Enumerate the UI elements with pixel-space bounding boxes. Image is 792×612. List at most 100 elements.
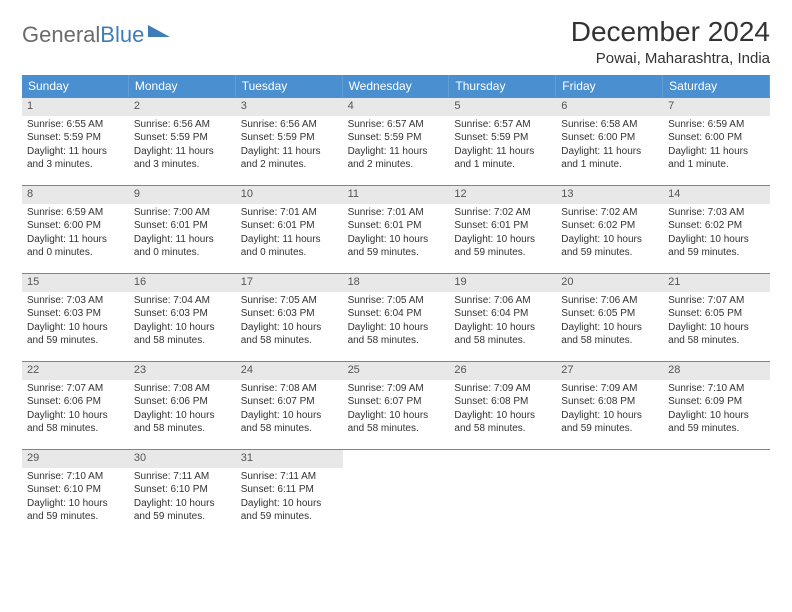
info-sunrise: Sunrise: 6:56 AM (134, 119, 231, 132)
cell-info: Sunrise: 7:09 AMSunset: 6:07 PMDaylight:… (343, 380, 450, 443)
info-day1: Daylight: 10 hours (561, 234, 658, 247)
date-number: 14 (663, 186, 770, 204)
info-sunset: Sunset: 6:05 PM (561, 308, 658, 321)
date-number: 3 (236, 98, 343, 116)
info-sunrise: Sunrise: 7:03 AM (27, 295, 124, 308)
info-day1: Daylight: 10 hours (454, 410, 551, 423)
info-day2: and 59 minutes. (27, 511, 124, 524)
info-day1: Daylight: 10 hours (668, 410, 765, 423)
cell-info: Sunrise: 7:00 AMSunset: 6:01 PMDaylight:… (129, 204, 236, 267)
info-day1: Daylight: 10 hours (241, 322, 338, 335)
info-sunset: Sunset: 6:03 PM (241, 308, 338, 321)
calendar-cell: 11Sunrise: 7:01 AMSunset: 6:01 PMDayligh… (343, 185, 450, 273)
cell-info: Sunrise: 7:11 AMSunset: 6:10 PMDaylight:… (129, 468, 236, 531)
info-sunset: Sunset: 6:06 PM (27, 396, 124, 409)
info-day1: Daylight: 11 hours (241, 234, 338, 247)
day-header: Thursday (449, 75, 556, 97)
info-day1: Daylight: 11 hours (454, 146, 551, 159)
date-number: 15 (22, 274, 129, 292)
info-sunrise: Sunrise: 7:09 AM (348, 383, 445, 396)
info-sunrise: Sunrise: 7:06 AM (561, 295, 658, 308)
date-number: 18 (343, 274, 450, 292)
info-day1: Daylight: 11 hours (134, 234, 231, 247)
cell-info: Sunrise: 7:10 AMSunset: 6:10 PMDaylight:… (22, 468, 129, 531)
location-subtitle: Powai, Maharashtra, India (571, 50, 770, 67)
cell-info: Sunrise: 6:59 AMSunset: 6:00 PMDaylight:… (663, 116, 770, 179)
info-sunset: Sunset: 6:02 PM (561, 220, 658, 233)
calendar-cell: 9Sunrise: 7:00 AMSunset: 6:01 PMDaylight… (129, 185, 236, 273)
date-number: 17 (236, 274, 343, 292)
cell-info: Sunrise: 6:57 AMSunset: 5:59 PMDaylight:… (449, 116, 556, 179)
info-day1: Daylight: 10 hours (348, 234, 445, 247)
cell-info: Sunrise: 6:57 AMSunset: 5:59 PMDaylight:… (343, 116, 450, 179)
date-number: 6 (556, 98, 663, 116)
calendar-cell (663, 449, 770, 537)
info-sunrise: Sunrise: 6:55 AM (27, 119, 124, 132)
cell-info: Sunrise: 6:55 AMSunset: 5:59 PMDaylight:… (22, 116, 129, 179)
cell-info: Sunrise: 7:02 AMSunset: 6:01 PMDaylight:… (449, 204, 556, 267)
date-number: 7 (663, 98, 770, 116)
calendar-cell: 6Sunrise: 6:58 AMSunset: 6:00 PMDaylight… (556, 97, 663, 185)
cell-info: Sunrise: 7:10 AMSunset: 6:09 PMDaylight:… (663, 380, 770, 443)
info-sunrise: Sunrise: 6:57 AM (348, 119, 445, 132)
info-sunrise: Sunrise: 7:01 AM (348, 207, 445, 220)
date-number: 10 (236, 186, 343, 204)
cell-info: Sunrise: 7:07 AMSunset: 6:06 PMDaylight:… (22, 380, 129, 443)
calendar-grid: SundayMondayTuesdayWednesdayThursdayFrid… (22, 75, 770, 537)
info-day1: Daylight: 10 hours (27, 322, 124, 335)
info-sunrise: Sunrise: 7:04 AM (134, 295, 231, 308)
info-day2: and 59 minutes. (454, 247, 551, 260)
calendar-cell: 27Sunrise: 7:09 AMSunset: 6:08 PMDayligh… (556, 361, 663, 449)
info-day1: Daylight: 10 hours (454, 322, 551, 335)
info-sunset: Sunset: 5:59 PM (134, 132, 231, 145)
info-day2: and 2 minutes. (241, 159, 338, 172)
calendar-cell: 21Sunrise: 7:07 AMSunset: 6:05 PMDayligh… (663, 273, 770, 361)
cell-info: Sunrise: 6:56 AMSunset: 5:59 PMDaylight:… (129, 116, 236, 179)
info-sunset: Sunset: 6:07 PM (348, 396, 445, 409)
title-block: December 2024 Powai, Maharashtra, India (571, 16, 770, 67)
day-header: Friday (556, 75, 663, 97)
info-day1: Daylight: 10 hours (241, 410, 338, 423)
info-sunrise: Sunrise: 7:05 AM (348, 295, 445, 308)
info-day1: Daylight: 11 hours (241, 146, 338, 159)
date-number: 9 (129, 186, 236, 204)
info-sunrise: Sunrise: 6:59 AM (668, 119, 765, 132)
cell-info: Sunrise: 7:11 AMSunset: 6:11 PMDaylight:… (236, 468, 343, 531)
logo: GeneralBlue (22, 22, 170, 48)
calendar-cell: 17Sunrise: 7:05 AMSunset: 6:03 PMDayligh… (236, 273, 343, 361)
info-sunrise: Sunrise: 7:08 AM (134, 383, 231, 396)
calendar-cell: 25Sunrise: 7:09 AMSunset: 6:07 PMDayligh… (343, 361, 450, 449)
calendar-cell: 13Sunrise: 7:02 AMSunset: 6:02 PMDayligh… (556, 185, 663, 273)
info-sunrise: Sunrise: 7:10 AM (27, 471, 124, 484)
info-day1: Daylight: 11 hours (561, 146, 658, 159)
calendar-cell: 26Sunrise: 7:09 AMSunset: 6:08 PMDayligh… (449, 361, 556, 449)
info-sunset: Sunset: 6:01 PM (454, 220, 551, 233)
date-number: 21 (663, 274, 770, 292)
cell-info: Sunrise: 7:06 AMSunset: 6:05 PMDaylight:… (556, 292, 663, 355)
info-sunrise: Sunrise: 7:00 AM (134, 207, 231, 220)
date-number: 30 (129, 450, 236, 468)
info-sunrise: Sunrise: 7:09 AM (561, 383, 658, 396)
info-day1: Daylight: 10 hours (561, 410, 658, 423)
calendar-cell: 1Sunrise: 6:55 AMSunset: 5:59 PMDaylight… (22, 97, 129, 185)
calendar-cell: 28Sunrise: 7:10 AMSunset: 6:09 PMDayligh… (663, 361, 770, 449)
day-header: Wednesday (343, 75, 450, 97)
calendar-page: GeneralBlue December 2024 Powai, Maharas… (0, 0, 792, 553)
info-day1: Daylight: 11 hours (134, 146, 231, 159)
info-sunset: Sunset: 6:00 PM (27, 220, 124, 233)
date-number: 11 (343, 186, 450, 204)
cell-info: Sunrise: 7:03 AMSunset: 6:02 PMDaylight:… (663, 204, 770, 267)
info-day1: Daylight: 10 hours (134, 410, 231, 423)
calendar-cell: 4Sunrise: 6:57 AMSunset: 5:59 PMDaylight… (343, 97, 450, 185)
cell-info: Sunrise: 7:06 AMSunset: 6:04 PMDaylight:… (449, 292, 556, 355)
info-sunrise: Sunrise: 7:08 AM (241, 383, 338, 396)
calendar-cell: 16Sunrise: 7:04 AMSunset: 6:03 PMDayligh… (129, 273, 236, 361)
cell-info: Sunrise: 7:04 AMSunset: 6:03 PMDaylight:… (129, 292, 236, 355)
info-sunset: Sunset: 5:59 PM (454, 132, 551, 145)
calendar-cell: 30Sunrise: 7:11 AMSunset: 6:10 PMDayligh… (129, 449, 236, 537)
info-day1: Daylight: 11 hours (27, 234, 124, 247)
info-sunset: Sunset: 6:00 PM (668, 132, 765, 145)
day-header: Sunday (22, 75, 129, 97)
date-number: 29 (22, 450, 129, 468)
info-day2: and 58 minutes. (668, 335, 765, 348)
